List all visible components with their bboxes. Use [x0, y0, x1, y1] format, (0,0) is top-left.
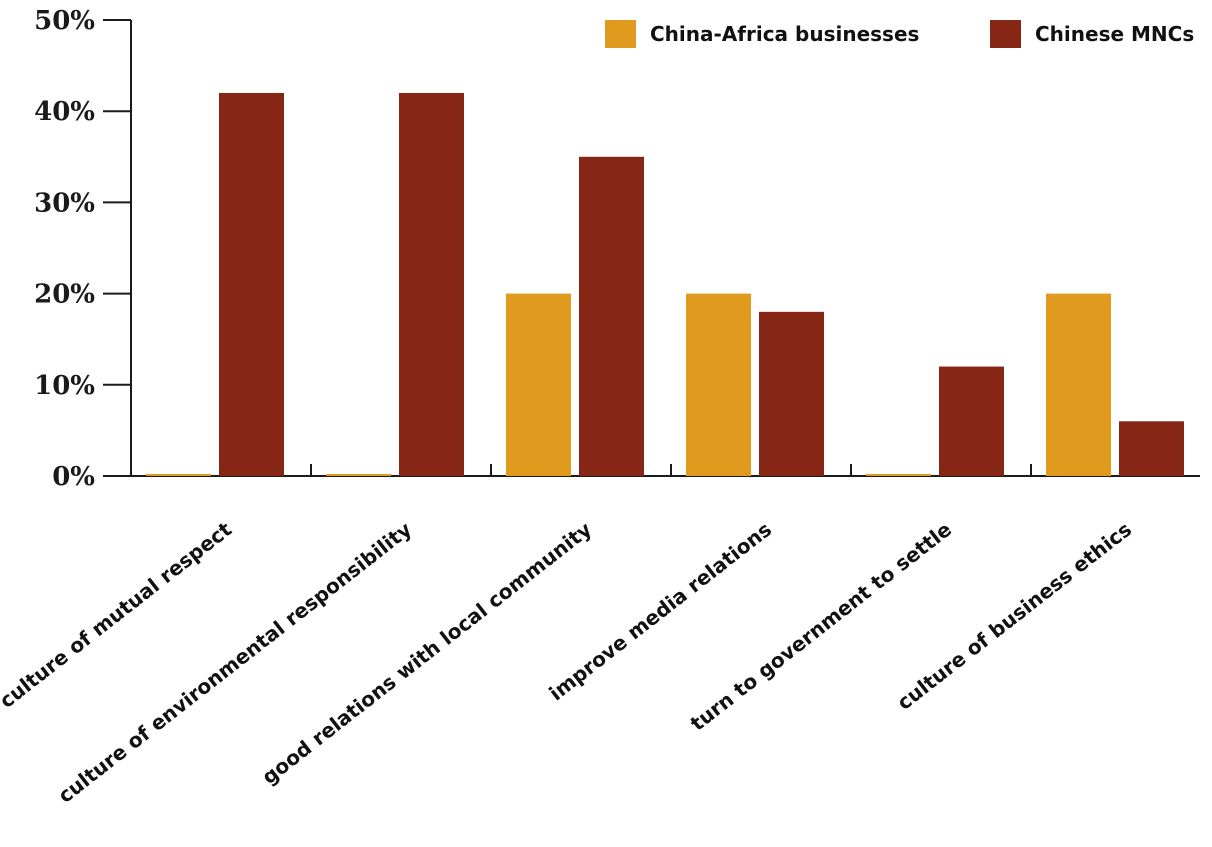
y-axis-ticks: 0% 10% 20% 30% 40% 50%: [34, 6, 131, 492]
bar-chinese-mncs: [759, 311, 824, 476]
bar-chinese-mncs: [219, 92, 284, 477]
bar-chinese-mncs: [399, 92, 464, 477]
bar-chinese-mncs: [939, 366, 1004, 476]
bar-chinese-mncs: [579, 156, 644, 477]
legend-label: China-Africa businesses: [650, 22, 919, 46]
legend-swatch: [990, 20, 1021, 48]
x-tick-label: culture of environmental responsibility: [53, 517, 416, 808]
axes: [130, 20, 1200, 477]
bar-china-africa: [686, 293, 751, 476]
y-tick-label: 10%: [34, 371, 95, 401]
bar-china-africa: [1046, 293, 1111, 476]
y-tick-label: 0%: [52, 462, 95, 492]
legend: China-Africa businesses Chinese MNCs: [605, 20, 1194, 48]
y-tick-label: 20%: [34, 280, 95, 310]
y-tick-label: 30%: [34, 188, 95, 218]
legend-label: Chinese MNCs: [1035, 22, 1194, 46]
bar-chinese-mncs: [1119, 421, 1184, 476]
bar-china-africa: [506, 293, 571, 476]
bars: [146, 92, 1184, 477]
legend-swatch: [605, 20, 636, 48]
x-tick-label: good relations with local community: [257, 517, 596, 789]
y-tick-label: 40%: [34, 97, 95, 127]
y-tick-label: 50%: [34, 6, 95, 36]
